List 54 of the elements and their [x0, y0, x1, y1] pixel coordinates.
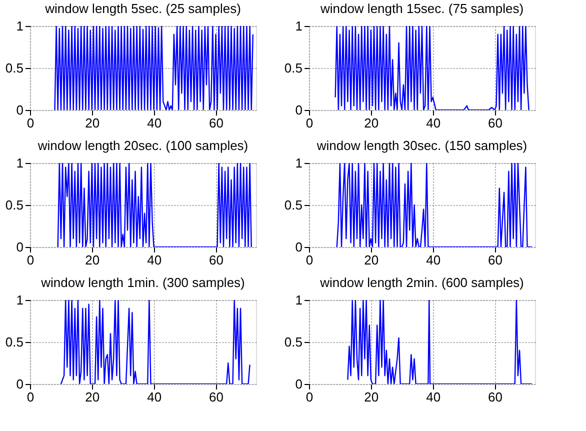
y-tick-label: 0	[295, 240, 302, 254]
chart-title: window length 20sec. (100 samples)	[36, 138, 248, 153]
y-tick-label: 0	[16, 102, 24, 118]
x-tick-label: 20	[364, 252, 379, 268]
x-tick-label: 40	[426, 390, 441, 404]
y-tick-label: 1	[16, 156, 24, 170]
x-tick-label: 60	[488, 252, 502, 268]
y-tick-label: 0	[295, 102, 302, 118]
x-tick-label: 40	[147, 252, 162, 268]
x-tick-label: 40	[147, 116, 162, 130]
x-tick-label: 20	[364, 390, 379, 404]
y-tick-label: 0.5	[5, 60, 24, 76]
y-tick-label: 0	[295, 376, 302, 392]
y-tick-label: 1	[295, 18, 302, 34]
line-series	[347, 300, 533, 384]
x-tick-label: 20	[85, 252, 100, 268]
y-tick-label: 1	[295, 156, 302, 170]
x-tick-label: 0	[306, 390, 314, 404]
y-tick-label: 0.5	[284, 334, 302, 350]
y-tick-label: 0	[16, 240, 24, 254]
y-tick-label: 0.5	[5, 334, 24, 350]
x-tick-label: 60	[209, 116, 224, 130]
chart-title: window length 5sec. (25 samples)	[44, 1, 241, 16]
y-tick-label: 1	[16, 292, 24, 308]
line-series	[60, 300, 250, 384]
chart-title: window length 30sec. (150 samples)	[316, 138, 528, 153]
x-tick-label: 20	[364, 116, 379, 130]
x-tick-label: 60	[209, 252, 224, 268]
x-tick-label: 40	[147, 390, 162, 404]
x-tick-label: 0	[26, 116, 34, 130]
line-series	[334, 26, 530, 110]
chart-title: window length 2min. (600 samples)	[319, 275, 524, 290]
chart-title: window length 1min. (300 samples)	[40, 275, 245, 290]
x-tick-label: 60	[488, 116, 502, 130]
x-tick-label: 0	[26, 390, 34, 404]
line-series	[336, 163, 533, 247]
y-tick-label: 1	[16, 18, 24, 34]
x-tick-label: 20	[85, 390, 100, 404]
y-tick-label: 0.5	[284, 60, 302, 76]
y-tick-label: 0	[16, 376, 24, 392]
chart-title: window length 15sec. (75 samples)	[319, 1, 524, 16]
x-tick-label: 40	[426, 116, 441, 130]
y-tick-label: 0.5	[284, 198, 302, 212]
x-tick-label: 0	[306, 252, 314, 268]
x-tick-label: 0	[26, 252, 34, 268]
x-tick-label: 20	[85, 116, 100, 130]
y-tick-label: 0.5	[5, 198, 24, 212]
x-tick-label: 60	[488, 390, 502, 404]
x-tick-label: 60	[209, 390, 224, 404]
x-tick-label: 0	[306, 116, 314, 130]
line-series	[57, 163, 252, 247]
x-tick-label: 40	[426, 252, 441, 268]
line-series	[54, 26, 254, 110]
y-tick-label: 1	[295, 292, 302, 308]
